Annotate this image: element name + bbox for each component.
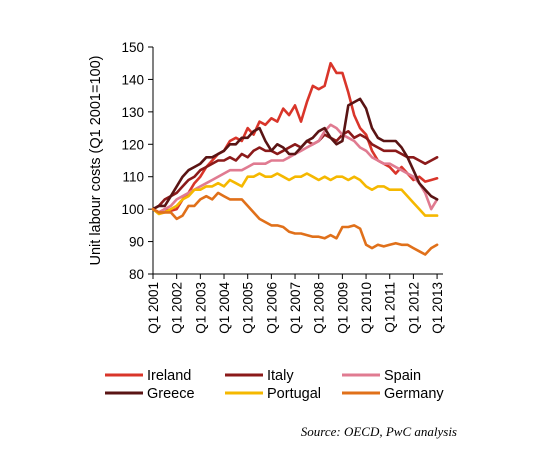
x-tick-label: Q1 2012 <box>406 282 421 334</box>
x-tick-label: Q1 2001 <box>146 282 161 334</box>
x-tick-label: Q1 2008 <box>312 282 327 334</box>
y-tick-label: 120 <box>121 137 144 152</box>
chart-series-group <box>151 61 439 256</box>
x-tick-label: Q1 2007 <box>288 282 303 334</box>
x-tick-label: Q1 2010 <box>359 282 374 334</box>
y-tick-label: 110 <box>122 170 144 185</box>
y-tick-label: 140 <box>121 72 144 87</box>
source-note: Source: OECD, PwC analysis <box>300 424 457 439</box>
y-tick-label: 130 <box>121 105 144 120</box>
y-axis-label: Unit labour costs (Q1 2001=100) <box>88 56 104 266</box>
x-tick-label: Q1 2006 <box>264 282 279 334</box>
y-tick-label: 90 <box>129 235 144 250</box>
legend-label-greece: Greece <box>147 386 195 402</box>
legend-label-italy: Italy <box>267 368 294 384</box>
x-tick-label: Q1 2011 <box>383 282 398 333</box>
y-tick-label: 100 <box>121 202 144 217</box>
series-line-spain <box>151 123 439 214</box>
x-tick-label: Q1 2009 <box>335 282 350 334</box>
legend-label-germany: Germany <box>384 386 444 402</box>
x-tick-label: Q1 2004 <box>217 282 232 334</box>
legend-label-spain: Spain <box>384 368 421 384</box>
series-line-italy <box>151 130 439 211</box>
x-tick-label: Q1 2005 <box>241 282 256 334</box>
x-tick-label: Q1 2003 <box>193 282 208 334</box>
x-tick-label: Q1 2013 <box>430 282 445 334</box>
series-line-greece <box>151 97 439 211</box>
series-line-ireland <box>151 61 439 214</box>
chart-axes: 80 90 100 110 120 130 140 150 Q1 2001 Q1 2002 Q1 2… <box>88 40 445 334</box>
x-tick-label: Q1 2002 <box>170 282 185 334</box>
chart-legend: Ireland Italy Spain Greece Portugal Germany <box>105 368 444 402</box>
legend-label-portugal: Portugal <box>267 386 321 402</box>
legend-label-ireland: Ireland <box>147 368 191 384</box>
y-tick-label: 80 <box>129 267 144 282</box>
series-line-portugal <box>151 172 439 217</box>
series-line-germany <box>151 191 439 256</box>
y-tick-label: 150 <box>121 40 144 55</box>
